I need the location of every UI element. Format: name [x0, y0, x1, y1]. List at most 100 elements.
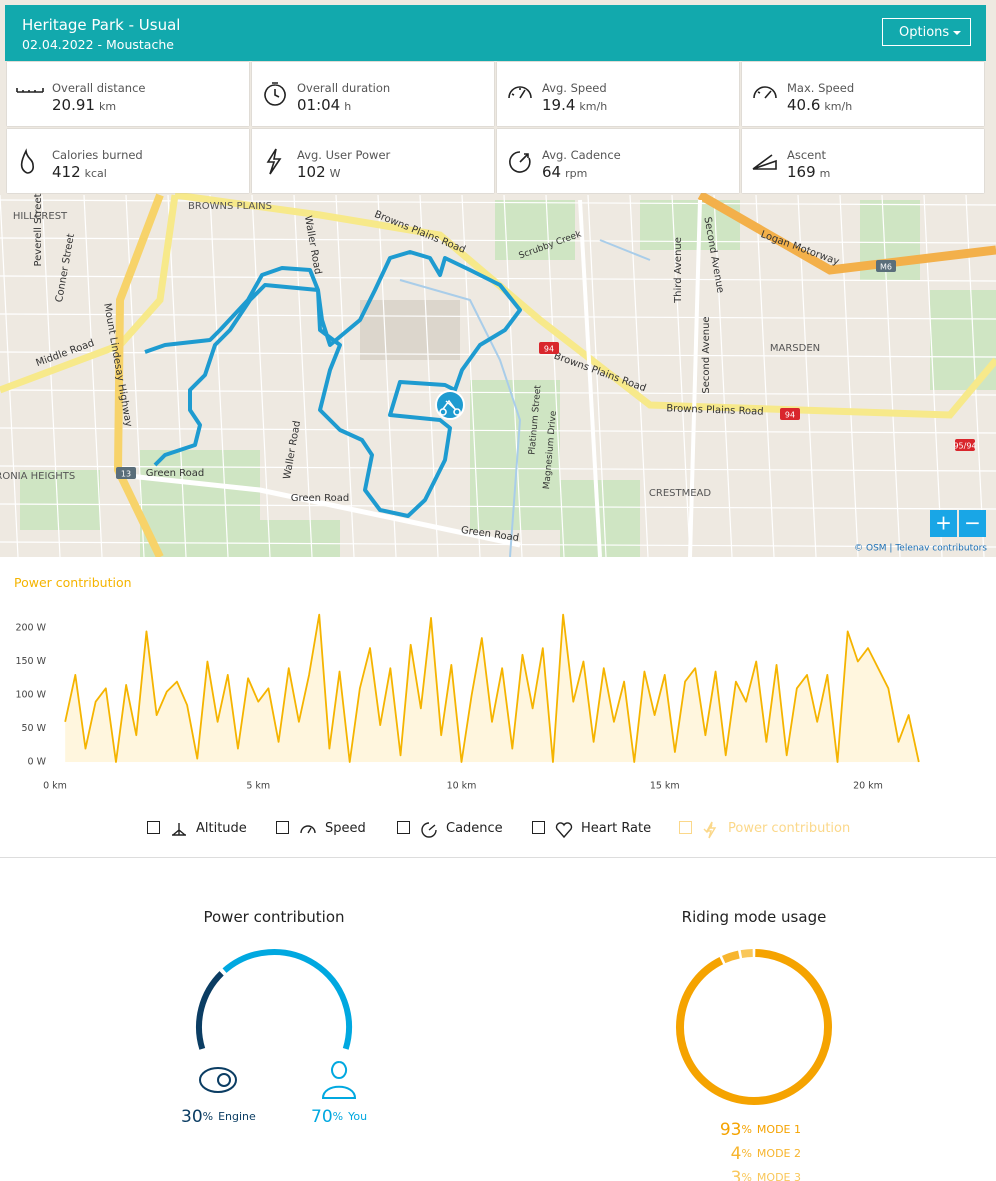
icon [266, 148, 282, 175]
power-chart: 0 W 50 W 100 W 150 W 200 W 0 km 5 km 10 km 15 km… [15, 613, 920, 792]
map-label: Green Road [291, 493, 350, 504]
map-label: MARSDEN [770, 343, 820, 354]
check [703, 824, 713, 834]
header: Heritage Park - Usual 02.04.2022 - Moust… [5, 5, 986, 61]
stat-value: 01:04 [297, 96, 341, 114]
map-label: HILLCREST [13, 211, 68, 222]
percent-value: 70 [311, 1107, 333, 1127]
street [0, 503, 996, 510]
stat-icon [508, 86, 532, 99]
icon [705, 821, 717, 839]
road [697, 191, 996, 275]
map-label: Third Avenue [673, 237, 684, 304]
street [167, 194, 187, 557]
chart-title: Power contribution [14, 575, 132, 590]
legend-icon [172, 823, 186, 836]
creek [399, 239, 651, 557]
icon [264, 82, 286, 106]
street [0, 194, 19, 557]
stat-label: Calories burned [52, 148, 143, 162]
street [503, 194, 523, 557]
y-tick-label: 100 W [15, 690, 46, 701]
stat-value: 40.6 [787, 96, 821, 114]
stat-unit: rpm [565, 167, 588, 180]
street [251, 194, 271, 557]
legend-icon [555, 822, 573, 839]
x-tick-label: 20 km [853, 781, 883, 792]
street [377, 194, 397, 557]
road-shield-label: 94 [544, 345, 554, 354]
stat-value-row: 01:04 h [297, 96, 351, 114]
street [0, 389, 996, 396]
street [41, 194, 61, 557]
road-shield [780, 408, 800, 420]
checkbox[interactable] [397, 821, 410, 834]
percent-unit: % [203, 1110, 213, 1123]
road-shield [116, 467, 136, 479]
icon [509, 151, 531, 173]
zoom-out-button[interactable] [959, 510, 986, 537]
options-button[interactable]: Options [882, 18, 971, 46]
stat-value: 169 [787, 163, 816, 181]
park [20, 470, 100, 530]
zoom-in: + [935, 511, 952, 535]
stat-label: Avg. Cadence [542, 148, 621, 162]
stat-value-row: 40.6 km/h [787, 96, 852, 114]
stat-icon [752, 154, 777, 170]
park [495, 200, 575, 260]
icon [752, 154, 777, 170]
stat-icon [20, 148, 34, 174]
checkbox[interactable] [276, 821, 289, 834]
map-label: Browns Plains Road [666, 403, 764, 417]
donut-segment [676, 949, 832, 1105]
legend-label: Cadence [446, 821, 503, 836]
street [881, 194, 901, 557]
icon [300, 825, 316, 834]
street [0, 313, 996, 320]
checkbox[interactable] [532, 821, 545, 834]
road-shield [539, 342, 559, 354]
stat-value: 64 [542, 163, 562, 181]
donut-segment [740, 949, 753, 959]
street [0, 541, 996, 548]
riding-mode-title: Riding mode usage [681, 908, 827, 926]
road-shield-label: M6 [880, 263, 892, 272]
ride-title[interactable]: Heritage Park - Usual [22, 16, 181, 34]
gauge-segment [196, 971, 224, 1050]
street [755, 194, 775, 557]
stat-icon [753, 86, 777, 99]
stat-icon [264, 82, 286, 106]
map-label: Second Avenue [701, 316, 712, 393]
user-icon [321, 1061, 357, 1099]
stat-value: 20.91 [52, 96, 95, 114]
stat-card: Avg. Cadence 64 rpm [497, 129, 739, 193]
x-tick-label: 5 km [246, 781, 270, 792]
street [713, 194, 733, 557]
ride-subtitle: 02.04.2022 - Moustache [22, 37, 174, 52]
map-label: Peverell Street [33, 193, 44, 266]
zoom-in-button[interactable] [930, 510, 957, 537]
checkbox[interactable] [147, 821, 160, 834]
map-label: BORONIA HEIGHTS [0, 471, 75, 482]
legend-icon [300, 825, 316, 834]
road-shield-label: 95/94 [953, 442, 976, 451]
street [545, 194, 565, 557]
legend-label: Speed [325, 821, 366, 836]
stat-value-row: 64 rpm [542, 163, 587, 181]
icon [20, 148, 34, 174]
road [688, 199, 702, 557]
y-tick-label: 50 W [21, 723, 46, 734]
engine-icon [199, 1067, 237, 1093]
street [83, 194, 103, 557]
stat-unit: km/h [824, 100, 853, 113]
icon [555, 822, 573, 839]
donut-segment [722, 950, 740, 964]
percent-unit: % [333, 1110, 343, 1123]
mode-legend: 3% MODE 3 [731, 1168, 801, 1181]
icon [753, 86, 777, 99]
divider [0, 857, 996, 858]
bike-icon [439, 399, 461, 416]
checkbox[interactable] [679, 821, 713, 834]
stat-unit: h [344, 100, 352, 113]
